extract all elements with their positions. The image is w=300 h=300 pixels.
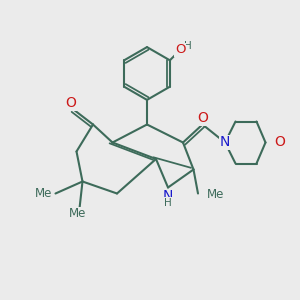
- Text: H: H: [164, 198, 172, 208]
- Text: O: O: [197, 111, 208, 125]
- Text: O: O: [175, 43, 186, 56]
- Text: Me: Me: [206, 188, 224, 202]
- Text: H: H: [184, 41, 192, 51]
- Text: Me: Me: [34, 187, 52, 200]
- Text: O: O: [65, 96, 76, 110]
- Text: Me: Me: [69, 207, 87, 220]
- Text: N: N: [163, 190, 173, 203]
- Text: O: O: [274, 136, 285, 149]
- Text: N: N: [220, 136, 230, 149]
